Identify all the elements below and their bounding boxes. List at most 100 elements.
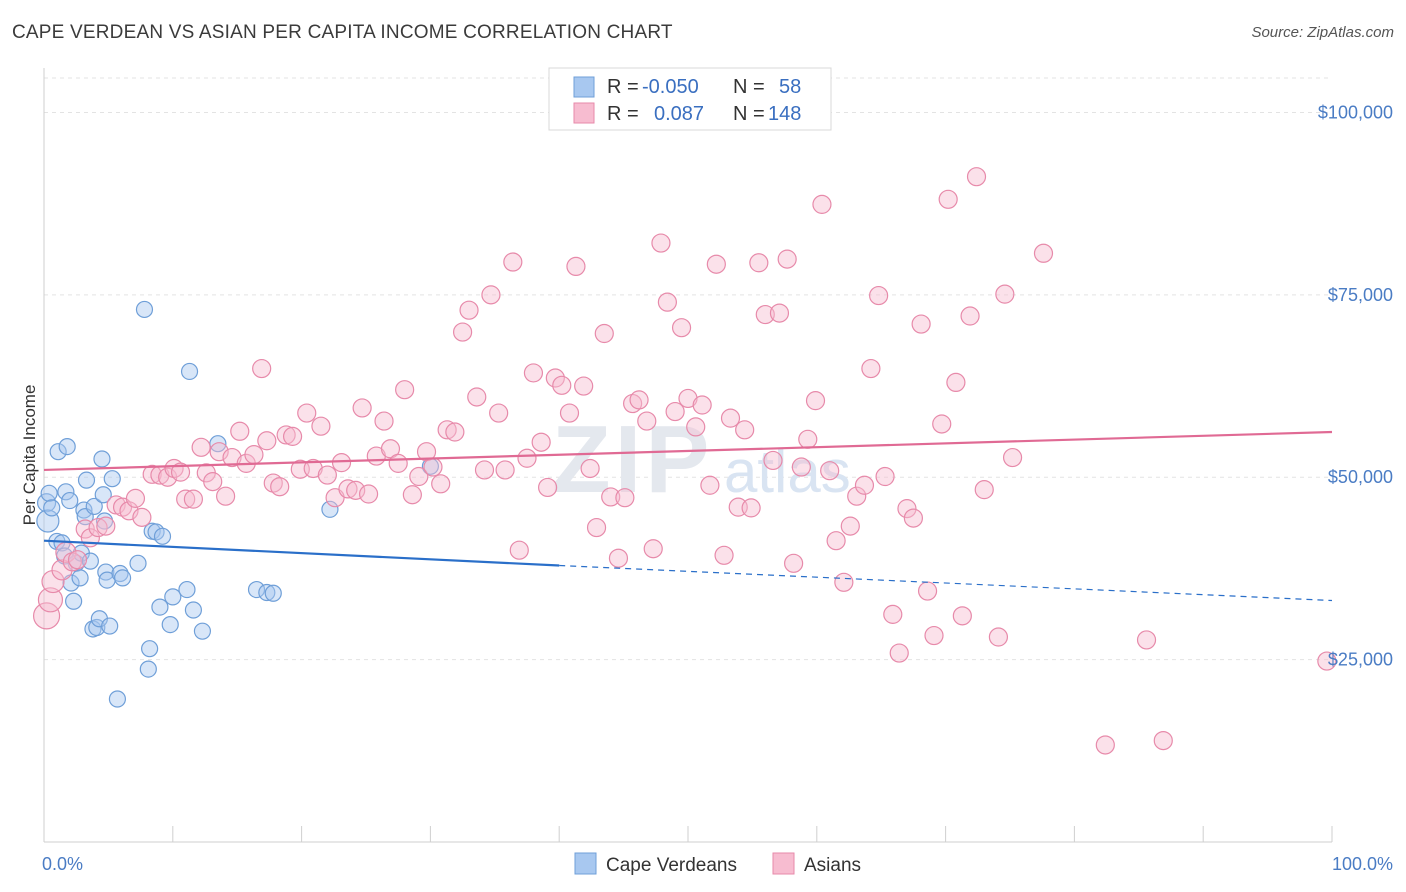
point-asians-28 [222,447,242,468]
point-asians-111 [805,391,826,411]
point-asians-55 [409,466,429,487]
chart-source: Source: ZipAtlas.com [1251,24,1394,41]
point-asians-32 [252,358,272,379]
point-asians-27 [216,486,236,506]
point-asians-20 [170,462,191,482]
bottom-legend-label-cape-verdeans: Cape Verdeans [606,855,737,876]
point-asians-71 [523,363,544,383]
point-asians-53 [395,380,415,400]
point-asians-126 [911,314,931,334]
legend-n-label-2: N = [733,103,765,125]
point-asians-131 [946,372,966,392]
point-asians-125 [903,508,924,528]
point-asians-107 [777,249,797,269]
point-asians-87 [637,411,657,431]
point-asians-97 [706,254,726,274]
y-tick-label-2: $75,000 [1328,285,1393,305]
point-asians-59 [437,420,457,440]
point-asians-52 [388,453,408,473]
point-asians-99 [720,408,741,428]
point-cape-verdeans-34 [129,554,147,572]
point-asians-3 [51,559,73,581]
point-asians-10 [96,516,116,536]
trend-line-asians [43,430,1333,472]
point-asians-76 [559,403,580,423]
point-asians-77 [566,256,586,277]
point-cape-verdeans-47 [180,362,199,381]
point-cape-verdeans-31 [108,690,127,708]
point-asians-47 [352,398,372,418]
point-cape-verdeans-12 [65,592,83,610]
point-cape-verdeans-21 [85,497,103,516]
point-asians-67 [495,460,515,480]
point-asians-58 [431,474,451,494]
point-asians-42 [317,465,337,485]
point-asians-40 [303,458,323,479]
point-asians-134 [966,167,987,187]
point-asians-129 [932,414,952,434]
point-asians-140 [1095,735,1115,755]
point-asians-123 [889,643,909,663]
point-asians-70 [517,448,537,468]
point-asians-9 [88,517,108,538]
point-cape-verdeans-46 [193,622,212,640]
point-asians-109 [791,457,811,477]
point-asians-57 [423,457,443,477]
point-asians-33 [257,431,277,451]
point-asians-65 [481,285,501,305]
legend-swatch-cape-verdeans [573,76,595,98]
point-asians-25 [203,472,223,492]
point-asians-89 [651,233,671,253]
bottom-legend-swatch-asians [772,852,795,875]
watermark-zip: ZIP [552,406,713,513]
point-asians-39 [297,403,317,423]
point-cape-verdeans-44 [178,580,196,599]
point-cape-verdeans-2 [40,484,58,502]
axes [43,68,1333,843]
point-asians-84 [615,488,635,508]
point-cape-verdeans-42 [161,616,179,634]
point-asians-114 [826,531,846,551]
point-cape-verdeans-14 [71,569,89,587]
point-asians-41 [311,416,331,436]
point-cape-verdeans-8 [57,483,75,501]
point-asians-61 [453,322,473,342]
point-asians-138 [1002,447,1023,468]
point-asians-136 [988,627,1009,647]
point-cape-verdeans-10 [61,491,79,510]
point-asians-137 [995,284,1015,304]
bottom-legend-swatch-cape-verdeans [574,852,597,875]
point-asians-117 [847,486,867,506]
point-cape-verdeans-37 [139,660,157,678]
point-asians-68 [503,252,523,272]
point-asians-141 [1136,630,1157,650]
y-tick-label-1: $50,000 [1328,467,1393,487]
point-asians-130 [938,189,958,209]
legend-swatch-asians [573,102,595,124]
point-asians-119 [861,358,881,379]
legend-r-value-1: -0.050 [642,76,699,98]
point-asians-121 [875,466,895,487]
point-asians-120 [869,285,889,306]
point-cape-verdeans-9 [58,437,76,456]
point-asians-73 [538,477,558,498]
point-asians-106 [769,303,790,323]
point-asians-86 [629,390,649,410]
point-cape-verdeans-16 [75,501,93,519]
point-asians-135 [974,480,994,500]
point-cape-verdeans-41 [153,527,172,545]
point-cape-verdeans-5 [49,443,67,461]
legend-top-box [548,67,832,131]
grid-lines [44,77,1332,661]
point-cape-verdeans-35 [135,300,154,319]
legend-n-label-1: N = [733,76,765,98]
y-tick-label-3: $100,000 [1318,102,1393,122]
point-asians-34 [263,473,283,493]
trend-line-extension-cape-verdeans [559,564,1333,602]
point-asians-54 [402,485,422,505]
trend-lines [43,430,1333,602]
point-cape-verdeans-0 [36,493,57,513]
point-asians-142 [1153,730,1173,751]
point-asians-75 [552,375,572,395]
point-asians-1 [37,587,64,613]
